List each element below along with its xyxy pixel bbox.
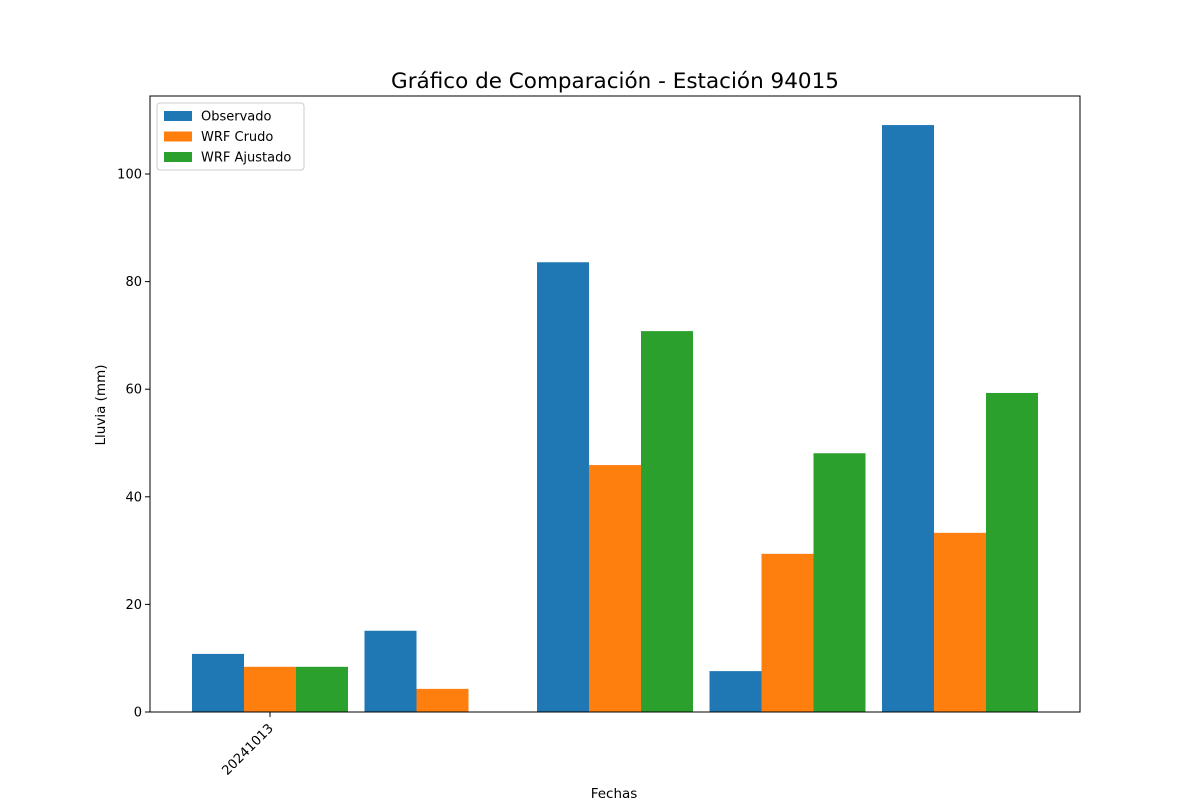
y-axis-ticks: 0 20 40 60 80 100 [117, 168, 150, 721]
y-tick-label: 60 [125, 383, 142, 398]
bar-wrf-crudo-1 [416, 688, 469, 712]
x-axis-ticks: 20241013 [219, 712, 277, 779]
legend: Observado WRF Crudo WRF Ajustado [156, 102, 305, 171]
bar-wrf-ajustado-0 [296, 666, 348, 712]
bar-observado-2 [537, 262, 589, 712]
y-tick-label: 0 [134, 706, 142, 721]
bar-wrf-crudo-0 [244, 666, 296, 712]
y-tick-label: 20 [125, 598, 142, 613]
chart-title: Gráfico de Comparación - Estación 94015 [391, 69, 839, 94]
bar-observado-4 [882, 125, 934, 713]
legend-box [156, 102, 305, 171]
legend-label: WRF Ajustado [201, 151, 291, 166]
bar-wrf-crudo-4 [934, 532, 986, 712]
bars-layer [192, 125, 1038, 713]
bar-wrf-ajustado-2 [641, 331, 693, 712]
y-tick-label: 80 [125, 275, 142, 290]
y-tick-label: 100 [117, 168, 142, 183]
y-tick-label: 40 [125, 490, 142, 505]
bar-observado-1 [364, 630, 417, 712]
x-axis-label: Fechas [591, 786, 638, 800]
bar-wrf-ajustado-3 [813, 453, 866, 712]
legend-label: Observado [201, 110, 272, 125]
bar-observado-0 [192, 653, 244, 712]
bar-wrf-crudo-3 [761, 553, 814, 712]
x-tick-label: 20241013 [219, 721, 276, 778]
y-axis-label: Lluvia (mm) [93, 365, 109, 446]
bar-wrf-crudo-2 [589, 465, 641, 712]
legend-swatch [164, 152, 192, 162]
bar-wrf-ajustado-4 [986, 392, 1038, 712]
plot-frame [149, 95, 1081, 713]
legend-swatch [164, 131, 192, 142]
legend-swatch [164, 111, 192, 121]
legend-label: WRF Crudo [201, 130, 273, 145]
bar-observado-3 [709, 671, 762, 712]
